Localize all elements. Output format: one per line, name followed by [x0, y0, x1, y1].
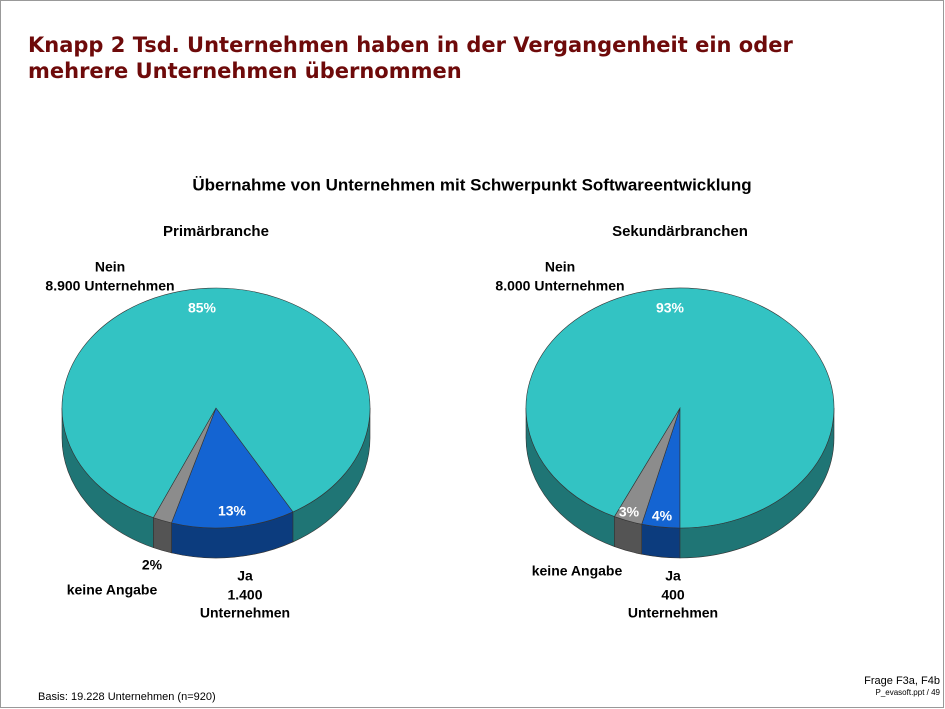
- pie-slice: [61, 287, 371, 518]
- value-label: 3%: [619, 504, 640, 520]
- pie-side: [641, 523, 681, 559]
- category-note: Unternehmen: [200, 605, 290, 621]
- category-note: 1.400: [227, 587, 262, 603]
- value-label: 85%: [188, 300, 217, 316]
- pie-slice: [171, 407, 294, 529]
- category-note: 400: [661, 587, 685, 603]
- pie-side: [153, 517, 172, 554]
- category-note: Unternehmen: [628, 605, 718, 621]
- value-label: 93%: [656, 300, 685, 316]
- category-note: 8.000 Unternehmen: [495, 278, 624, 294]
- category-label: Ja: [237, 568, 253, 584]
- pie-title: Sekundärbranchen: [612, 223, 748, 240]
- chart-subtitle: Übernahme von Unternehmen mit Schwerpunk…: [192, 175, 751, 194]
- pie-slice: [525, 287, 835, 529]
- category-label: Ja: [665, 568, 681, 584]
- value-label: 4%: [652, 508, 673, 524]
- category-label: keine Angabe: [532, 563, 623, 579]
- value-label: 13%: [218, 503, 247, 519]
- category-label: Nein: [545, 259, 575, 275]
- value-label: 2%: [142, 557, 163, 573]
- basis-note: Basis: 19.228 Unternehmen (n=920): [38, 691, 216, 703]
- pie-title: Primärbranche: [163, 223, 269, 240]
- source-note: Frage F3a, F4b: [864, 675, 940, 687]
- category-label: keine Angabe: [67, 582, 158, 598]
- category-note: 8.900 Unternehmen: [45, 278, 174, 294]
- file-note: P_evasoft.ppt / 49: [876, 688, 941, 697]
- category-label: Nein: [95, 259, 125, 275]
- slide-title: Knapp 2 Tsd. Unternehmen haben in der Ve…: [28, 33, 794, 83]
